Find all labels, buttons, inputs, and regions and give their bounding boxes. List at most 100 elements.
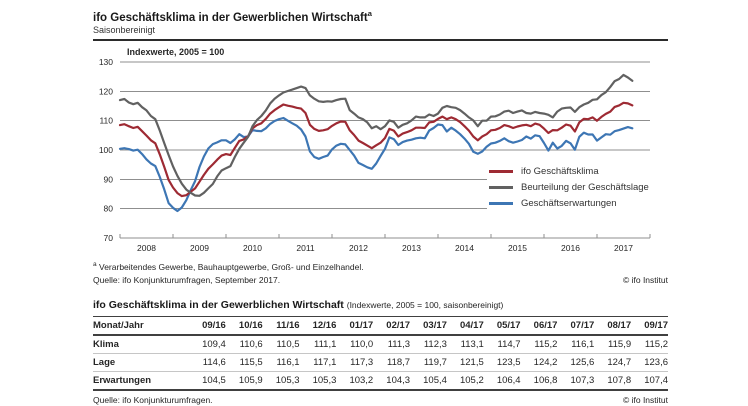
table-cell: 117,3 — [336, 353, 374, 372]
table-cell: 114,6 — [189, 353, 226, 372]
business-climate-chart: 130 120 110 100 90 80 70 2008 2009 2010 2011 2012 20… — [93, 41, 668, 257]
table-cell: 105,2 — [459, 374, 484, 386]
table-row-label: Klima — [93, 334, 189, 354]
table-header-month: 03/17 — [410, 316, 447, 336]
table-cell: 123,6 — [631, 353, 668, 372]
table-cell: 110,5 — [262, 334, 300, 354]
table-cell: 105,3 — [312, 374, 337, 386]
y-axis-tick-label: 90 — [104, 174, 114, 184]
table-header-month: 04/17 — [446, 316, 484, 336]
table-header-month: 02/17 — [373, 316, 411, 336]
page-subtitle: Saisonbereinigt — [93, 24, 156, 35]
x-axis-year-label: 2012 — [349, 243, 368, 253]
x-axis-year-label: 2014 — [455, 243, 474, 253]
table-row-label: Erwartungen — [93, 374, 152, 386]
table-header-month: 05/17 — [483, 316, 521, 336]
table-body: Klima 109,4 110,6 110,5 111,1 110,0 111,3 112,3… — [93, 334, 668, 390]
chart-source: Quelle: ifo Konjunkturumfragen, Septembe… — [93, 274, 281, 285]
chart-copyright: © ifo Institut — [622, 274, 668, 285]
table-cell: 111,1 — [299, 334, 337, 354]
legend-line-swatch-icon — [489, 186, 513, 190]
table-cell: 118,7 — [373, 353, 411, 372]
table-cell: 123,5 — [483, 353, 521, 372]
table-header-month: 10/16 — [225, 316, 263, 336]
x-axis-year-label: 2009 — [190, 243, 209, 253]
table-copyright: © ifo Institut — [622, 394, 668, 405]
series-line-lage — [118, 73, 634, 197]
table-cell: 110,6 — [225, 334, 263, 354]
x-axis-year-label: 2016 — [561, 243, 580, 253]
y-axis-tick-label: 100 — [99, 145, 113, 155]
legend-label: Beurteilung der Geschäftslage — [521, 181, 649, 193]
x-axis-year-label: 2013 — [402, 243, 421, 253]
table-cell: 107,3 — [570, 374, 595, 386]
table-cell: 112,3 — [410, 334, 447, 354]
y-axis-tick-label: 120 — [99, 86, 113, 96]
table-header-month: 01/17 — [336, 316, 374, 336]
legend-entry: Geschäftserwartungen — [489, 197, 649, 209]
table-cell: 107,4 — [644, 374, 668, 386]
table-row: Erwartungen 104,5 105,9 105,3 105,3 103,2 104,… — [93, 371, 668, 390]
table-cell: 109,4 — [189, 334, 226, 354]
table-cell: 104,3 — [386, 374, 411, 386]
table-title: ifo Geschäftsklima in der Gewerblichen W… — [93, 299, 668, 311]
legend-label: ifo Geschäftsklima — [521, 165, 599, 177]
table-header-month: 07/17 — [557, 316, 595, 336]
table-footer-row: Quelle: ifo Konjunkturumfragen. © ifo In… — [93, 395, 668, 406]
table-cell: 115,2 — [631, 334, 668, 354]
table-title-note: (Indexwerte, 2005 = 100, saisonbereinigt… — [346, 299, 504, 310]
table-cell: 105,4 — [423, 374, 447, 386]
table-cell: 125,6 — [557, 353, 595, 372]
table-header-month: 08/17 — [594, 316, 632, 336]
table-row-label: Lage — [93, 353, 189, 372]
table-cell: 115,2 — [520, 334, 558, 354]
table-cell: 116,1 — [262, 353, 300, 372]
table-header-month: 09/17 — [631, 316, 668, 336]
table-cell: 115,9 — [594, 334, 632, 354]
table-cell: 113,1 — [446, 334, 484, 354]
table-header-month: 12/16 — [299, 316, 337, 336]
x-axis-year-label: 2017 — [614, 243, 633, 253]
table-cell: 110,0 — [336, 334, 374, 354]
y-axis-tick-label: 130 — [99, 57, 113, 67]
legend-line-swatch-icon — [489, 170, 513, 174]
table-cell: 107,8 — [607, 374, 632, 386]
footnote-a-marker: a — [93, 260, 97, 268]
table-cell: 117,1 — [299, 353, 337, 372]
table-title-text: ifo Geschäftsklima in der Gewerblichen W… — [93, 298, 344, 311]
y-axis-tick-label: 70 — [104, 233, 114, 243]
table-cell: 103,2 — [349, 374, 374, 386]
table-cell: 106,8 — [533, 374, 558, 386]
title-divider — [93, 38, 668, 41]
table-cell: 105,3 — [275, 374, 300, 386]
footnote-a: a Verarbeitendes Gewerbe, Bauhauptgewerb… — [93, 259, 668, 273]
table-cell: 121,5 — [446, 353, 484, 372]
table-header-row: Monat/Jahr 09/16 10/16 11/16 12/16 01/17 02/17… — [93, 316, 668, 336]
page-title-text: ifo Geschäftsklima in der Gewerblichen W… — [93, 11, 368, 24]
series-line-klima — [118, 101, 634, 198]
table-section: ifo Geschäftsklima in der Gewerblichen W… — [93, 299, 668, 406]
x-axis-year-label: 2010 — [243, 243, 262, 253]
table-cell: 116,1 — [557, 334, 595, 354]
business-climate-chart-svg: 130 120 110 100 90 80 70 2008 2009 2010 2011 2012 20… — [99, 47, 651, 253]
legend-label: Geschäftserwartungen — [521, 197, 617, 209]
table-header-month: 11/16 — [262, 316, 300, 336]
legend-entry: ifo Geschäftsklima — [489, 165, 649, 177]
y-axis-tick-label: 110 — [99, 115, 113, 125]
chart-legend: ifo Geschäftsklima Beurteilung der Geschä… — [487, 164, 651, 215]
chart-axis-label: Indexwerte, 2005 = 100 — [127, 47, 224, 57]
table-cell: 114,7 — [483, 334, 521, 354]
x-axis-year-label: 2011 — [296, 243, 315, 253]
legend-entry: Beurteilung der Geschäftslage — [489, 181, 649, 193]
table-cell: 119,7 — [410, 353, 447, 372]
page-title: ifo Geschäftsklima in der Gewerblichen W… — [93, 7, 668, 25]
table-cell: 124,2 — [520, 353, 558, 372]
x-axis-year-label: 2015 — [508, 243, 527, 253]
table-cell: 106,4 — [496, 374, 521, 386]
table-header-month: 06/17 — [520, 316, 558, 336]
page-title-footnote-marker: a — [367, 9, 372, 18]
chart-source-row: Quelle: ifo Konjunkturumfragen, Septembe… — [93, 275, 668, 286]
table-row: Klima 109,4 110,6 110,5 111,1 110,0 111,3 112,3… — [93, 334, 668, 354]
table-cell: 115,5 — [225, 353, 263, 372]
